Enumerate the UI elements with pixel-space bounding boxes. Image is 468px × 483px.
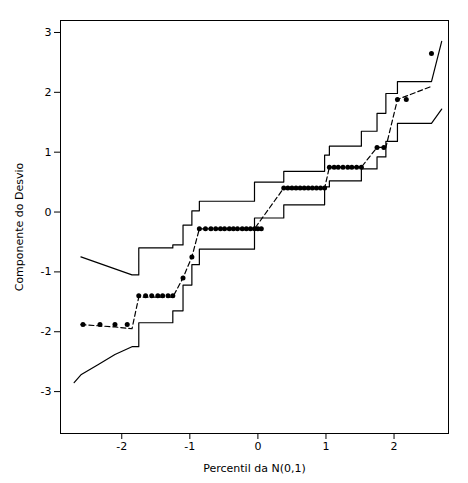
svg-text:Percentil da N(0,1): Percentil da N(0,1)	[203, 462, 306, 475]
svg-text:3: 3	[45, 26, 52, 39]
svg-text:2: 2	[391, 440, 398, 453]
svg-text:1: 1	[322, 440, 329, 453]
svg-text:-1: -1	[41, 265, 52, 278]
svg-text:-2: -2	[116, 440, 127, 453]
svg-text:-2: -2	[41, 325, 52, 338]
svg-text:Componente do Desvio: Componente do Desvio	[13, 162, 26, 291]
svg-text:-3: -3	[41, 385, 52, 398]
svg-text:1: 1	[45, 146, 52, 159]
svg-text:0: 0	[254, 440, 261, 453]
svg-text:2: 2	[45, 86, 52, 99]
svg-text:0: 0	[45, 206, 52, 219]
svg-text:-1: -1	[184, 440, 195, 453]
